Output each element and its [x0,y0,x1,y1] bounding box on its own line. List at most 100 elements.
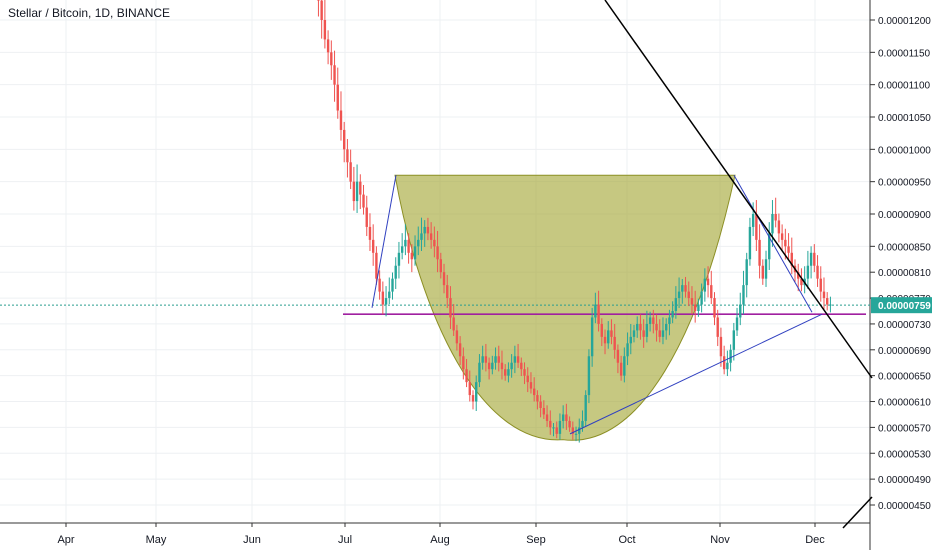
candle-body-102 [639,323,642,331]
candle-body-68 [529,382,533,389]
candle-body-26 [394,265,397,279]
candle-body-119 [693,304,697,311]
x-tick-label-4: Aug [430,534,450,546]
candle-body-52 [478,362,481,383]
candle-body-46 [458,343,462,357]
candle-body-10 [343,129,346,150]
candle-body-20 [375,252,378,279]
candle-body-144 [774,214,777,221]
candle-body-109 [661,330,665,337]
candle-body-47 [462,356,465,370]
candle-body-106 [652,317,655,324]
candle-body-59 [500,362,504,370]
y-tick-label-4: 0.00001000 [878,145,931,156]
candle-body-54 [484,356,488,363]
candle-body-92 [607,330,610,344]
candle-body-44 [452,317,455,331]
candle-body-74 [549,420,552,428]
candle-body-81 [571,427,575,434]
candle-body-60 [504,369,507,376]
candle-body-22 [381,291,385,305]
candle-body-146 [780,233,784,240]
candle-body-70 [536,395,539,402]
candle-body-57 [494,356,497,363]
candle-body-64 [516,356,520,363]
y-tick-label-11: 0.00000690 [878,346,931,357]
candle-body-114 [677,291,681,299]
candle-body-108 [658,330,661,337]
candle-body-75 [552,427,555,429]
candle-body-6 [330,52,333,66]
candle-body-16 [362,194,365,208]
candle-body-84 [581,420,584,428]
candle-body-161 [829,304,832,306]
cup-shape [394,174,736,441]
candle-body-58 [497,356,500,363]
candle-body-69 [532,388,536,396]
falling-trendline [604,0,873,379]
candle-body-72 [542,408,546,415]
candle-body-25 [391,278,394,292]
candle-body-125 [713,298,716,318]
candle-body-50 [471,395,475,402]
candle-body-77 [558,420,562,434]
candle-body-29 [404,239,407,247]
candle-body-27 [397,252,401,266]
candle-body-134 [742,285,745,305]
x-tick-label-0: Apr [57,534,74,546]
candle-body-105 [648,317,652,324]
x-tick-label-5: Sep [526,534,546,546]
candle-body-139 [758,239,761,266]
candle-body-38 [433,239,436,247]
candle-body-87 [590,317,594,357]
candle-body-71 [539,401,542,408]
candle-body-42 [446,285,449,299]
cup-left-edge-line [371,175,397,308]
candle-body-5 [326,39,330,53]
candle-body-120 [697,304,700,311]
y-tick-label-6: 0.00000900 [878,210,931,221]
candle-body-14 [355,181,359,202]
x-tick-label-1: May [146,534,167,546]
y-tick-label-15: 0.00000530 [878,449,931,460]
candle-body-13 [352,181,356,202]
candle-body-35 [423,226,426,234]
candle-body-12 [349,162,352,182]
candle-body-11 [346,149,349,163]
candle-body-3 [320,0,323,20]
candle-body-85 [584,395,587,421]
candle-body-160 [826,298,829,305]
candle-body-98 [626,343,629,357]
candle-body-76 [555,427,558,434]
candle-body-131 [732,330,736,350]
last-price-label: 0.00000759 [878,301,931,312]
y-tick-label-7: 0.00000850 [878,242,931,253]
candle-body-137 [751,214,755,227]
candle-body-32 [413,246,417,260]
candle-body-2 [317,0,320,1]
candle-body-103 [642,330,645,337]
candle-body-145 [777,220,781,234]
candle-body-61 [507,369,510,376]
y-tick-label-16: 0.00000490 [878,475,931,486]
candle-body-17 [365,207,368,227]
candle-body-138 [755,214,758,240]
candle-body-122 [703,278,707,292]
candle-body-63 [513,356,517,363]
y-tick-label-17: 0.00000450 [878,501,931,512]
candle-body-65 [520,362,523,370]
candle-body-43 [449,298,452,318]
candle-body-115 [681,285,684,292]
candle-body-23 [384,298,388,305]
candle-body-136 [748,226,752,260]
candle-body-128 [722,356,726,370]
candle-body-117 [687,291,690,299]
candle-body-73 [545,414,549,421]
candle-body-67 [526,375,529,383]
candle-body-118 [690,298,694,305]
x-tick-label-3: Jul [338,534,352,546]
candle-body-129 [726,362,729,370]
candle-body-143 [771,214,774,234]
